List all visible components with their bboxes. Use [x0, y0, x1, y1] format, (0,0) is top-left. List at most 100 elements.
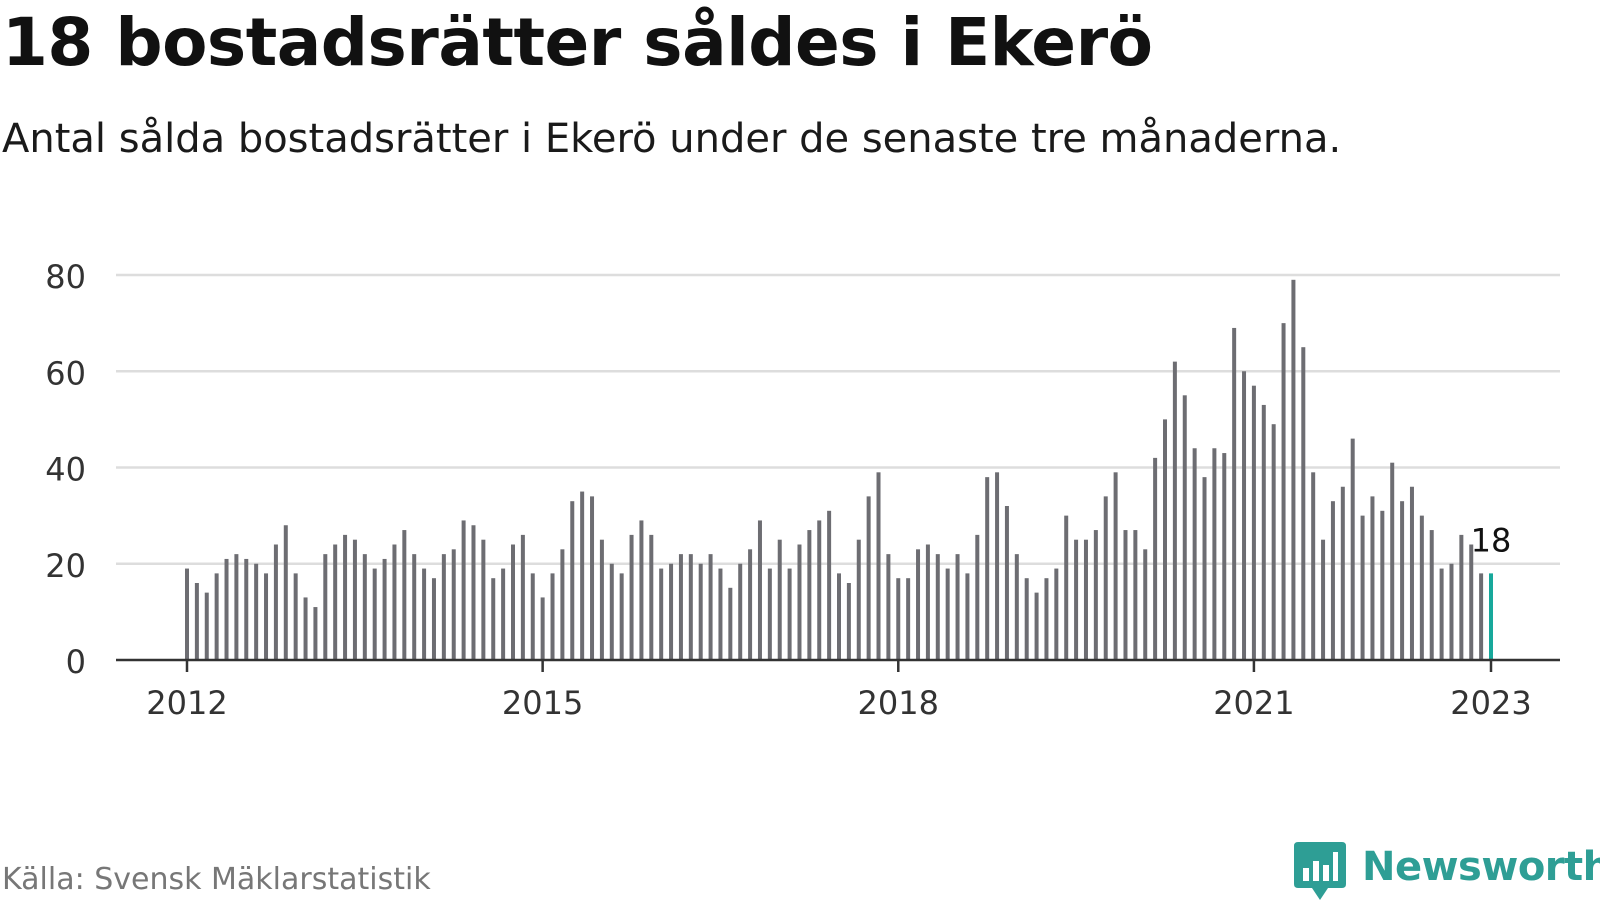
bar [333, 544, 338, 660]
x-tick-label: 2018 [858, 684, 939, 722]
x-tick-label: 2015 [502, 684, 583, 722]
bar [491, 578, 496, 660]
bar [945, 568, 950, 660]
bar [846, 583, 851, 660]
bar [669, 563, 674, 660]
bar [1439, 568, 1444, 660]
x-axis-ticks: 2012 2015 2018 2021 2023 [146, 660, 1532, 722]
bar [343, 534, 348, 661]
bar [501, 568, 506, 660]
bar [837, 573, 841, 661]
bar [1083, 539, 1088, 660]
bar [896, 578, 901, 660]
bar [264, 573, 269, 661]
bar [313, 607, 318, 660]
bar [1014, 554, 1019, 661]
bar [985, 477, 990, 661]
bar [728, 587, 733, 660]
bar [1291, 279, 1296, 660]
bar [876, 472, 881, 660]
bar [1271, 424, 1276, 660]
y-tick-label: 0 [66, 643, 86, 681]
bar [481, 539, 486, 660]
bar [1232, 327, 1237, 660]
bar [708, 554, 713, 661]
bar [1113, 472, 1118, 660]
bar [1143, 549, 1148, 660]
bar [698, 563, 703, 660]
bar [283, 525, 288, 660]
bar [1301, 347, 1306, 660]
x-tick-label: 2012 [146, 684, 227, 722]
x-tick-label: 2023 [1450, 684, 1531, 722]
bar [1350, 438, 1355, 661]
y-tick-label: 80 [45, 258, 86, 296]
y-tick-label: 60 [45, 354, 86, 392]
bar [244, 558, 249, 660]
bar [303, 597, 308, 660]
bar [1212, 448, 1217, 660]
data-labels: 18 [1471, 521, 1512, 559]
bar [550, 573, 555, 661]
bar [1222, 453, 1227, 660]
bar [639, 520, 644, 660]
bar [1251, 385, 1256, 660]
bar [965, 573, 970, 661]
bar [886, 554, 891, 661]
bar [451, 549, 456, 660]
bar [1409, 486, 1414, 660]
bar [1321, 539, 1326, 660]
source-note: Källa: Svensk Mäklarstatistik [2, 862, 431, 897]
bar [906, 578, 911, 660]
bar [659, 568, 664, 660]
bar [441, 554, 446, 661]
bar [609, 563, 614, 660]
bar [738, 563, 743, 660]
bar [540, 597, 545, 660]
bar [827, 510, 832, 660]
bar [1419, 515, 1424, 661]
y-tick-label: 40 [45, 451, 86, 489]
bar [935, 554, 940, 661]
bar-chart-speech-bubble-icon [1294, 842, 1346, 900]
bar [511, 544, 515, 660]
bar [204, 592, 209, 661]
bar [678, 554, 683, 661]
bar [471, 525, 476, 660]
bar [1311, 472, 1316, 660]
bar [1103, 496, 1108, 661]
bar [718, 568, 723, 660]
bar [787, 568, 792, 660]
bar [254, 563, 259, 660]
bar [530, 573, 535, 661]
bar [362, 554, 367, 661]
bar [1172, 361, 1177, 661]
y-tick-label: 20 [45, 547, 86, 585]
bar [995, 472, 1000, 660]
bar [1469, 544, 1474, 660]
bar [1123, 530, 1128, 660]
bar [866, 496, 871, 661]
bar [807, 530, 812, 660]
bar [925, 544, 930, 660]
bar [461, 520, 466, 660]
bar [955, 554, 960, 661]
bar [1370, 496, 1375, 661]
bar [1479, 573, 1484, 661]
bar [599, 539, 604, 660]
brand-name: Newsworthy [1362, 844, 1600, 890]
bar [1182, 395, 1187, 660]
bar [1093, 530, 1098, 660]
bar [1074, 539, 1079, 660]
bar [1360, 515, 1365, 661]
bar [649, 534, 654, 661]
bar [1380, 510, 1385, 660]
bar [560, 549, 565, 660]
bar [1153, 457, 1158, 661]
data-label-latest: 18 [1471, 521, 1512, 559]
y-axis-ticks: 0 20 40 60 80 [45, 258, 86, 681]
chart-title: 18 bostadsrätter såldes i Ekerö [2, 4, 1153, 81]
bar [1429, 530, 1434, 660]
bar [273, 544, 278, 660]
bar [1064, 515, 1069, 661]
